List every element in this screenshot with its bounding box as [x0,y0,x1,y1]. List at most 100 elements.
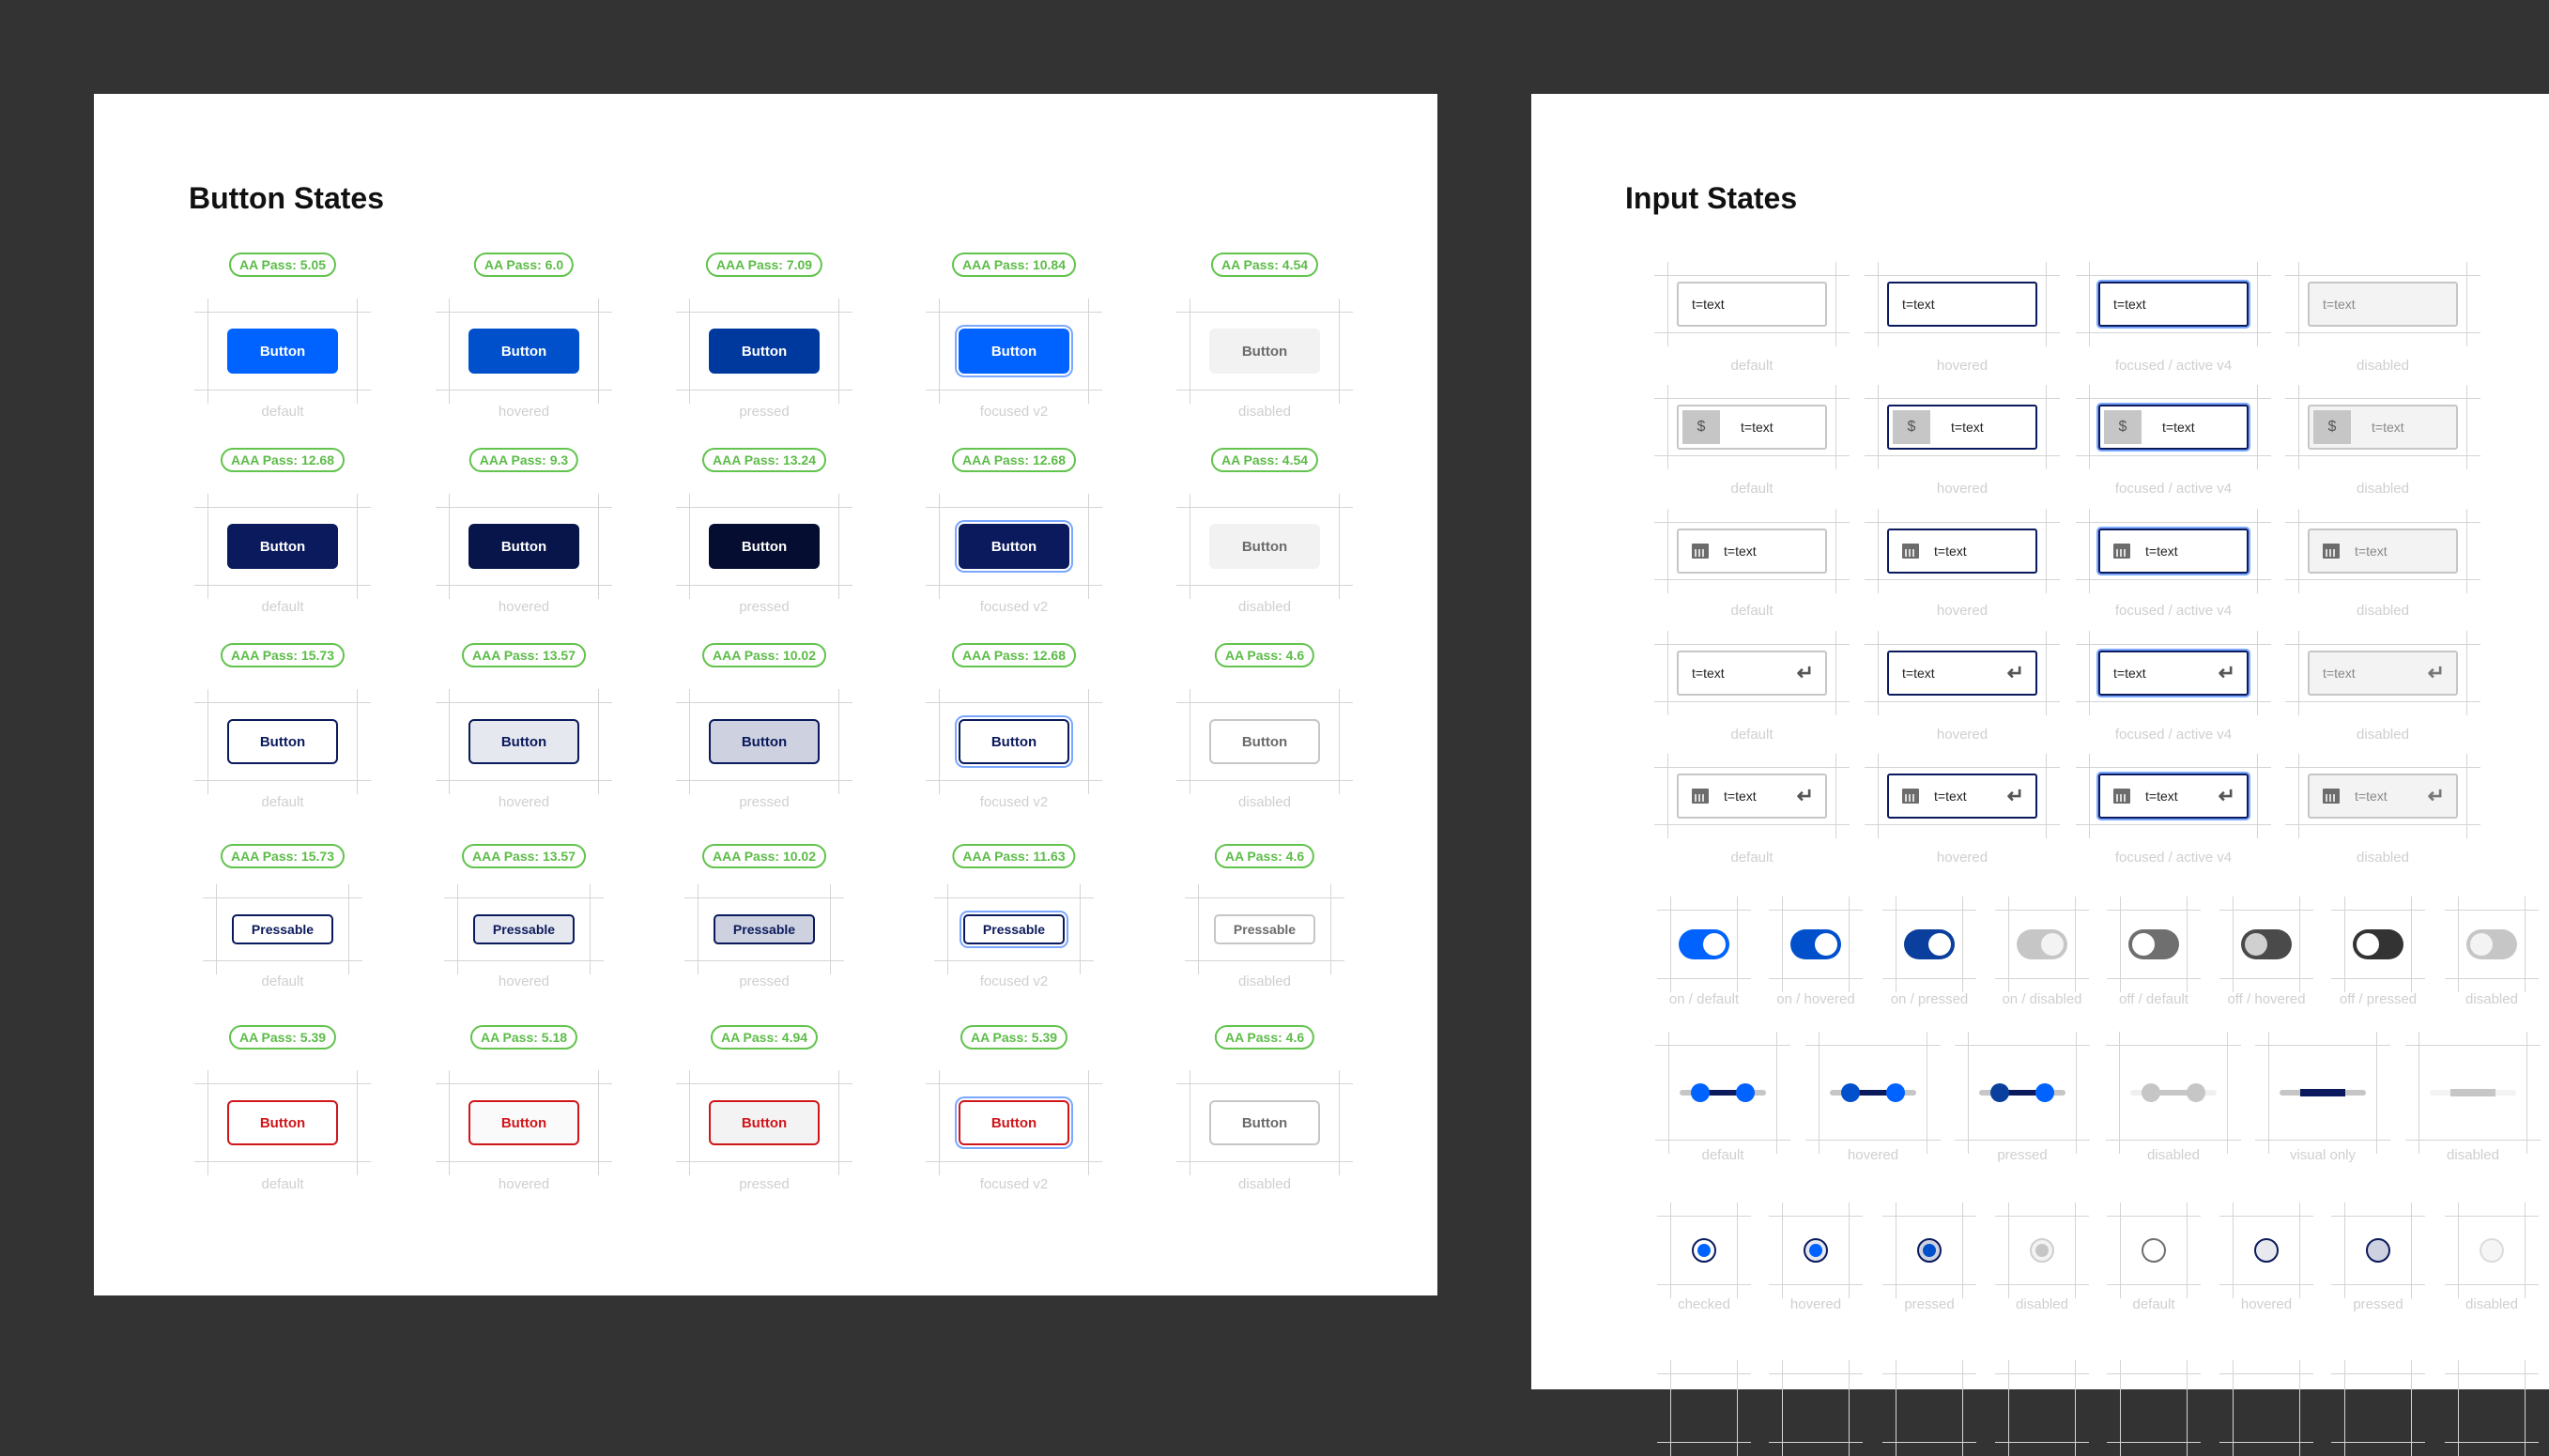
text-input-plain[interactable]: t=text [1677,282,1827,327]
text-input-date[interactable]: t=text [2098,529,2249,574]
state-caption: pressed [739,599,790,615]
button-states-panel: Button States AA Pass: 5.05 Button default… [94,94,1437,1295]
radio-checked[interactable] [1692,1238,1716,1263]
primary-button[interactable]: Button [1209,329,1320,374]
outline-button[interactable]: Button [468,719,579,764]
text-input-currency[interactable]: $ t=text [1677,405,1827,450]
primary-button[interactable]: Button [709,329,820,374]
text-input-plain[interactable]: t=text [1887,282,2037,327]
enter-icon[interactable]: ↵ [2218,661,2235,684]
toggle-off[interactable] [2466,929,2517,959]
pressable-button[interactable]: Pressable [963,914,1065,944]
calendar-icon [1692,789,1709,804]
pressable-button[interactable]: Pressable [714,914,815,944]
primary-button[interactable]: Button [227,329,338,374]
guide-frame [2331,897,2425,992]
text-input-currency[interactable]: $ t=text [1887,405,2037,450]
radio-checked[interactable] [1917,1238,1942,1263]
text-input-currency[interactable]: $ t=text [2098,405,2249,450]
enter-icon[interactable]: ↵ [2006,784,2024,807]
dark-button[interactable]: Button [468,524,579,569]
text-input-date-enter[interactable]: t=text ↵ [1677,774,1827,819]
state-caption: focused v2 [979,1176,1049,1192]
contrast-badge: AAA Pass: 13.57 [462,844,586,868]
radio-checked[interactable] [1804,1238,1828,1263]
guide-frame [194,494,371,599]
state-caption: focused v2 [979,794,1049,810]
danger-button[interactable]: Button [709,1100,820,1145]
toggle-on[interactable] [1904,929,1955,959]
dark-button[interactable]: Button [959,524,1069,569]
slider-thumb-end[interactable] [2035,1083,2054,1102]
toggle-off[interactable] [2353,929,2403,959]
enter-icon[interactable]: ↵ [1796,661,1814,684]
guide-frame [2405,1032,2541,1154]
slider-thumb-start[interactable] [1841,1083,1860,1102]
guide-frame [2076,262,2271,346]
text-input-enter[interactable]: t=text ↵ [1887,651,2037,696]
calendar-icon [2113,544,2130,559]
range-slider[interactable] [1680,1081,1766,1104]
radio-unchecked[interactable] [2142,1238,2166,1263]
primary-button[interactable]: Button [959,329,1069,374]
pressable-button[interactable]: Pressable [1214,914,1315,944]
text-input-date[interactable]: t=text [1887,529,2037,574]
enter-icon[interactable]: ↵ [2006,661,2024,684]
text-input-date[interactable]: t=text [2308,529,2458,574]
state-caption: pressed [1997,1147,2048,1163]
slider-thumb-start[interactable] [1990,1083,2009,1102]
calendar-icon [2323,544,2340,559]
toggle-on[interactable] [1790,929,1841,959]
toggle-off[interactable] [2128,929,2179,959]
state-caption: default [1730,358,1774,374]
slider-thumb-start[interactable] [2142,1083,2160,1102]
dark-button[interactable]: Button [709,524,820,569]
guide-frame [1769,1360,1863,1456]
guide-frame [194,1070,371,1175]
state-caption: hovered [1936,358,1989,374]
text-input-enter[interactable]: t=text ↵ [1677,651,1827,696]
text-input-plain[interactable]: t=text [2308,282,2458,327]
state-caption: focused / active v4 [2114,727,2233,743]
text-input-enter[interactable]: t=text ↵ [2308,651,2458,696]
slider-thumb-start[interactable] [1691,1083,1710,1102]
guide-frame [926,299,1102,404]
outline-button[interactable]: Button [709,719,820,764]
slider-thumb-end[interactable] [1886,1083,1905,1102]
enter-icon[interactable]: ↵ [2427,784,2445,807]
dark-button[interactable]: Button [1209,524,1320,569]
input-value: t=text [1692,297,1725,312]
range-slider[interactable] [1830,1081,1916,1104]
toggle-on[interactable] [1679,929,1729,959]
toggle-off[interactable] [2241,929,2292,959]
text-input-date-enter[interactable]: t=text ↵ [1887,774,2037,819]
danger-button[interactable]: Button [468,1100,579,1145]
text-input-enter[interactable]: t=text ↵ [2098,651,2249,696]
state-caption: disabled [1238,404,1291,420]
outline-button[interactable]: Button [959,719,1069,764]
enter-icon[interactable]: ↵ [2218,784,2235,807]
text-input-plain[interactable]: t=text [2098,282,2249,327]
range-slider[interactable] [1979,1081,2065,1104]
text-input-date-enter[interactable]: t=text ↵ [2308,774,2458,819]
enter-icon[interactable]: ↵ [2427,661,2445,684]
slider-thumb-end[interactable] [1736,1083,1755,1102]
danger-button[interactable]: Button [227,1100,338,1145]
text-input-currency[interactable]: $ t=text [2308,405,2458,450]
pressable-button[interactable]: Pressable [232,914,333,944]
toggle-on[interactable] [2017,929,2067,959]
danger-button[interactable]: Button [1209,1100,1320,1145]
outline-button[interactable]: Button [1209,719,1320,764]
slider-thumb-end[interactable] [2187,1083,2205,1102]
primary-button[interactable]: Button [468,329,579,374]
dark-button[interactable]: Button [227,524,338,569]
radio-unchecked[interactable] [2254,1238,2279,1263]
text-input-date[interactable]: t=text [1677,529,1827,574]
pressable-button[interactable]: Pressable [473,914,575,944]
radio-unchecked[interactable] [2366,1238,2390,1263]
danger-button[interactable]: Button [959,1100,1069,1145]
guide-frame [1882,1360,1976,1456]
text-input-date-enter[interactable]: t=text ↵ [2098,774,2249,819]
enter-icon[interactable]: ↵ [1796,784,1814,807]
outline-button[interactable]: Button [227,719,338,764]
